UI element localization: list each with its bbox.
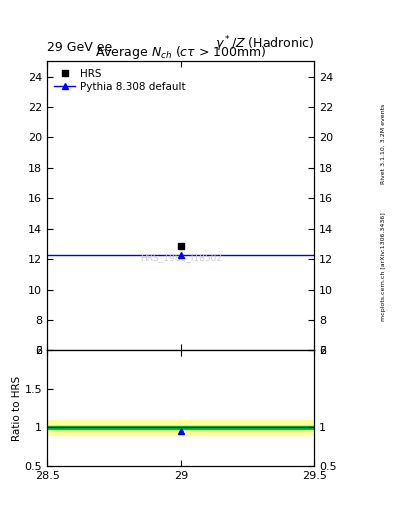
Y-axis label: Ratio to HRS: Ratio to HRS <box>12 375 22 441</box>
Text: Rivet 3.1.10, 3.2M events: Rivet 3.1.10, 3.2M events <box>381 103 386 183</box>
Text: 29 GeV ee: 29 GeV ee <box>47 41 112 54</box>
Bar <box>47 420 314 435</box>
Text: $\gamma^*/Z$ (Hadronic): $\gamma^*/Z$ (Hadronic) <box>215 34 314 54</box>
Bar <box>47 426 314 429</box>
Text: HRS_1986_I18502: HRS_1986_I18502 <box>140 253 222 263</box>
Legend: HRS, Pythia 8.308 default: HRS, Pythia 8.308 default <box>52 67 188 94</box>
Text: mcplots.cern.ch [arXiv:1306.3436]: mcplots.cern.ch [arXiv:1306.3436] <box>381 212 386 321</box>
Title: Average $N_{ch}$ ($c\tau$ > 100mm): Average $N_{ch}$ ($c\tau$ > 100mm) <box>95 45 267 61</box>
